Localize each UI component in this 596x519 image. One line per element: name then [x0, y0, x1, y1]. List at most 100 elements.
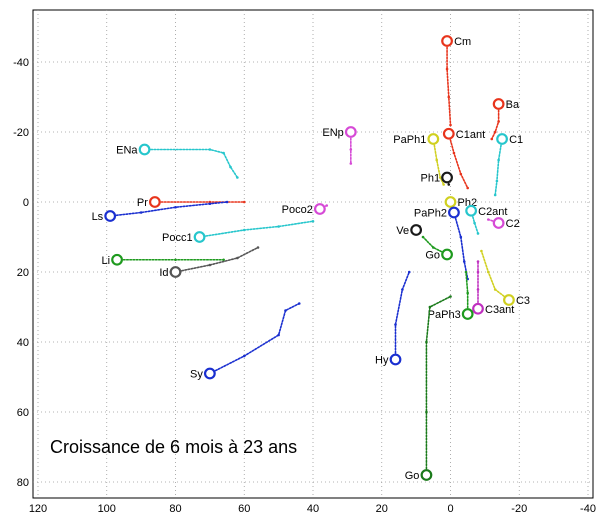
landmark-marker [492, 98, 505, 110]
trajectory-point [242, 228, 246, 232]
landmark-marker [465, 204, 478, 217]
trajectory-point [459, 235, 463, 239]
landmark-pr: Pr [137, 196, 246, 209]
landmark-marker [389, 353, 402, 366]
landmark-marker [472, 302, 484, 315]
trajectory-point [432, 246, 435, 249]
landmark-ena: ENa [116, 143, 239, 179]
landmark-marker [420, 469, 433, 481]
trajectory-point [174, 258, 177, 262]
landmark-pocc1: Pocc1 [162, 219, 315, 244]
trajectory-point [349, 162, 353, 165]
trajectory-point [466, 186, 469, 190]
landmark-c3: C3 [480, 249, 530, 307]
trajectory-point [476, 288, 480, 291]
landmark-label: Poco2 [282, 204, 313, 216]
trajectory-point [490, 137, 494, 141]
y-tick-label: -20 [13, 127, 29, 139]
trajectory-point [466, 291, 469, 295]
x-tick-label: 40 [307, 503, 319, 515]
landmark-marker [448, 206, 460, 219]
trajectory-point [407, 270, 411, 274]
trajectory-point [394, 323, 397, 326]
landmark-sy: Sy [190, 302, 301, 381]
trajectory-point [174, 205, 177, 209]
x-tick-label: 20 [376, 503, 388, 515]
landmark-marker [442, 127, 455, 140]
trajectory-point [425, 410, 428, 414]
landmark-label: Cm [454, 36, 471, 48]
trajectory-point [222, 151, 225, 155]
landmark-poco2: Poco2 [282, 203, 329, 216]
trajectory-line [447, 132, 469, 189]
trajectory-point [442, 183, 445, 186]
landmark-paph3: PaPh3 [428, 270, 474, 321]
y-tick-label: 20 [17, 267, 29, 279]
trajectory-point [435, 158, 439, 162]
trajectory-line [494, 138, 503, 196]
landmark-marker [461, 308, 474, 320]
landmark-enp: ENp [322, 126, 357, 165]
x-tick-label: -20 [511, 503, 527, 515]
trajectory-point [421, 235, 425, 239]
x-tick-label: 100 [98, 503, 116, 515]
landmark-label: Hy [375, 355, 389, 367]
trajectory-line [394, 271, 411, 361]
trajectory-point [493, 193, 497, 197]
y-tick-label: 60 [17, 407, 29, 419]
trajectory-line [174, 246, 259, 273]
x-tick-label: 80 [169, 503, 181, 515]
trajectory-point [256, 246, 260, 249]
landmark-paph1: PaPh1 [393, 133, 445, 186]
y-tick-label: -40 [13, 57, 29, 69]
trajectory-point [242, 200, 246, 204]
landmark-c2: C2 [487, 217, 520, 230]
landmark-c2ant: C2ant [465, 204, 507, 235]
trajectory-line [480, 250, 510, 301]
landmark-marker [203, 367, 216, 380]
trajectory-point [447, 183, 451, 186]
landmark-label: C2ant [478, 206, 507, 218]
trajectory-point [449, 123, 452, 127]
x-tick-label: 0 [447, 503, 453, 515]
landmark-paph2: PaPh2 [414, 206, 469, 281]
landmark-label: C2 [506, 218, 520, 230]
landmark-c3ant: C3ant [472, 260, 514, 316]
trajectory-point [208, 263, 212, 267]
landmark-label: Ls [92, 211, 104, 223]
trajectory-point [497, 120, 500, 123]
landmark-label: Sy [190, 369, 203, 381]
trajectory-point [208, 202, 212, 206]
landmark-marker [441, 35, 453, 47]
landmark-label: C1ant [456, 129, 485, 141]
trajectory-point [493, 130, 497, 134]
trajectory-line [490, 103, 500, 140]
landmark-label: PaPh3 [428, 309, 461, 321]
landmark-marker [104, 210, 117, 222]
landmark-label: Go [425, 250, 440, 262]
landmark-marker [444, 196, 457, 208]
trajectory-point [284, 309, 287, 312]
trajectory-point [349, 148, 353, 151]
x-tick-label: 60 [238, 503, 250, 515]
trajectory-point [242, 354, 246, 358]
trajectory-point [325, 204, 329, 207]
landmark-marker [169, 266, 182, 278]
landmark-label: C1 [509, 134, 523, 146]
trajectory-point [473, 221, 476, 225]
landmark-marker [496, 133, 508, 145]
landmark-c1: C1 [493, 133, 523, 197]
landmark-cm: Cm [441, 35, 471, 127]
trajectory-point [229, 165, 232, 169]
landmark-label: ENa [116, 145, 138, 157]
landmark-marker [503, 294, 515, 306]
trajectory-point [476, 260, 480, 263]
landmark-marker [111, 253, 123, 266]
landmark-go: Go [421, 235, 453, 262]
trajectory-point [445, 67, 449, 71]
landmark-ve: Ve [396, 224, 423, 237]
landmark-li: Li [102, 253, 225, 267]
series: CmC1antBaC1PaPh1ENpENaPh1PrLsPoco2Ph2PaP… [92, 35, 530, 482]
trajectory-point [208, 148, 212, 151]
trajectory-point [236, 176, 239, 179]
